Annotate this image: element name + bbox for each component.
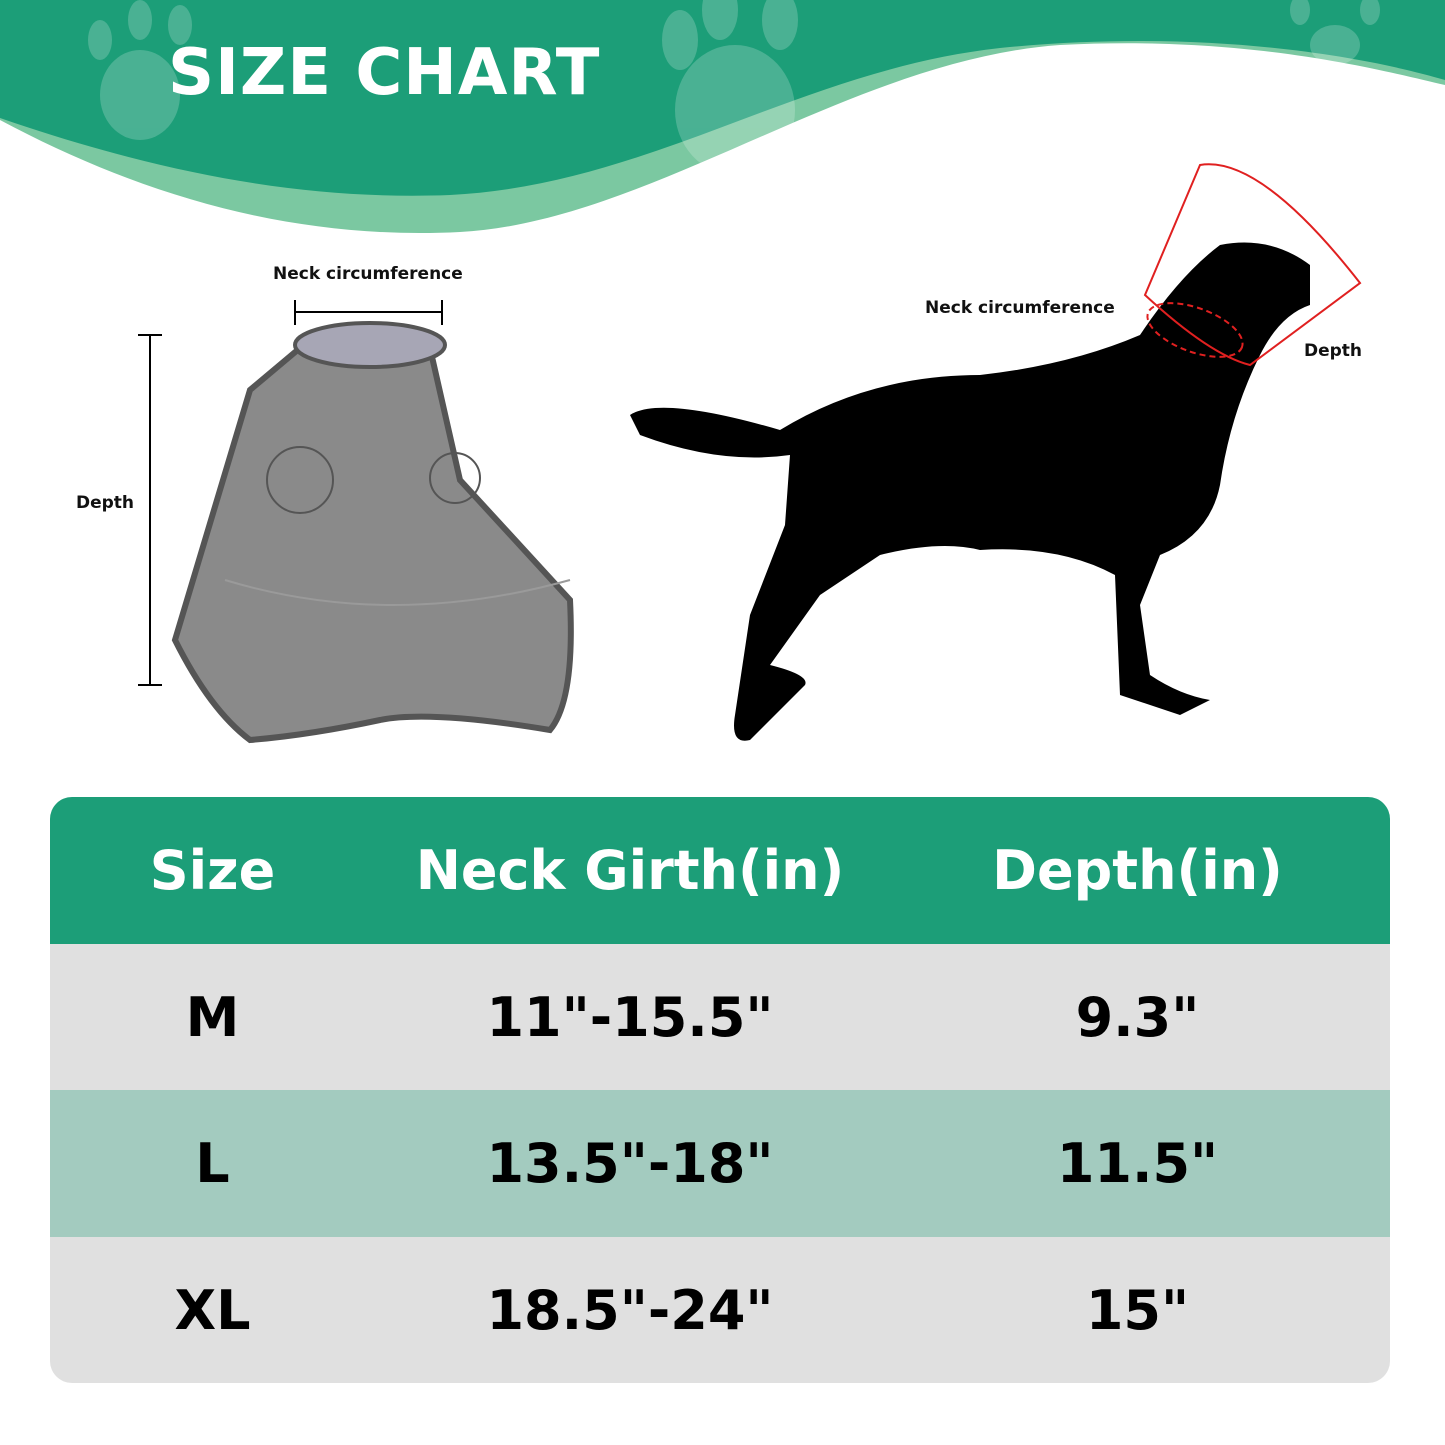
cell-neck-girth: 11"-15.5" [486,985,774,1049]
cone-neck-label: Neck circumference [273,264,463,284]
table-header-row: Size Neck Girth(in) Depth(in) [50,797,1390,944]
size-table: Size Neck Girth(in) Depth(in) M 11"-15.5… [50,797,1390,1383]
paw-print-icon [88,0,1380,175]
table-row: M 11"-15.5" 9.3" [50,944,1390,1090]
cone-depth-label: Depth [76,493,135,513]
cell-size: L [195,1132,230,1195]
table-row: L 13.5"-18" 11.5" [50,1090,1390,1237]
header-banner [0,0,1445,234]
page-title: SIZE CHART [168,36,601,110]
cell-depth: 11.5" [1056,1132,1219,1195]
cone-collar-image [138,300,574,744]
cell-neck-girth: 13.5"-18" [486,1132,774,1195]
dog-depth-label: Depth [1304,341,1363,361]
header-size: Size [149,839,276,902]
cell-depth: 15" [1085,1278,1190,1342]
dog-neck-label: Neck circumference [925,298,1115,318]
cell-size: XL [174,1278,251,1342]
header-depth: Depth(in) [992,839,1283,902]
dog-silhouette-image [630,163,1362,741]
cell-size: M [185,985,240,1049]
table-row: XL 18.5"-24" 15" [50,1237,1390,1383]
cell-neck-girth: 18.5"-24" [486,1278,774,1342]
header-neck-girth: Neck Girth(in) [415,839,845,902]
cell-depth: 9.3" [1075,985,1200,1049]
